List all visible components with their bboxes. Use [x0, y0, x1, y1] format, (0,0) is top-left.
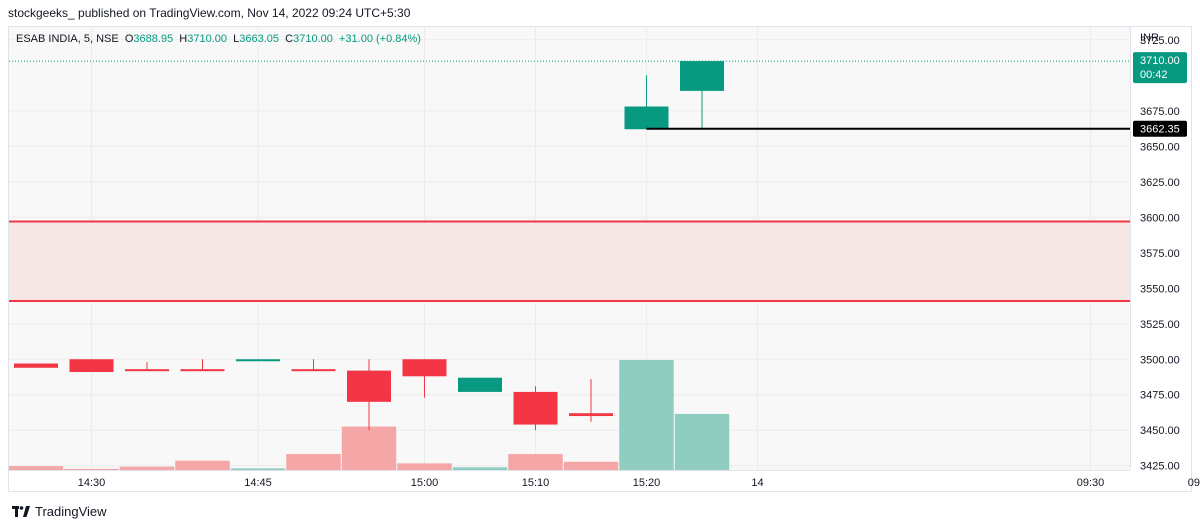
x-tick-label: 09:40 [1188, 477, 1200, 489]
volume-bar [397, 463, 452, 470]
y-tick-label: 3575.00 [1140, 248, 1180, 260]
candle-body [125, 369, 169, 372]
x-tick-label: 09:30 [1077, 477, 1105, 489]
y-tick-label: 3675.00 [1140, 106, 1180, 118]
y-tick-label: 3525.00 [1140, 319, 1180, 331]
candle-body [569, 413, 613, 417]
x-tick-label: 15:00 [411, 477, 439, 489]
candle-body [513, 391, 558, 425]
volume-bar [619, 360, 674, 470]
marker-price-tag [1133, 120, 1187, 137]
volume-bar [452, 467, 508, 470]
y-tick-label: 3600.00 [1140, 212, 1180, 224]
candle-body [180, 369, 225, 372]
legend-high-label: H [179, 33, 188, 45]
y-tick-label: 3475.00 [1140, 390, 1180, 402]
price-axis: 3425.00 3450.00 3475.00 3500.00 3525.00 3550.… [1140, 35, 1180, 473]
y-tick-label: 3450.00 [1140, 425, 1180, 437]
volume-bar [341, 426, 397, 470]
ohlc-legend: ESAB INDIA, 5, NSE O3688.95 H3710.00 L36… [16, 33, 421, 45]
volume-bar [563, 461, 619, 470]
y-tick-label: 3425.00 [1140, 461, 1180, 473]
zone-rectangle [9, 221, 1130, 302]
candle-body [69, 359, 114, 373]
plot-layer [9, 27, 1130, 470]
y-tick-label: 3725.00 [1140, 35, 1180, 47]
legend-symbol: ESAB INDIA, 5, NSE [16, 33, 119, 45]
currency-label: INR [1140, 32, 1159, 44]
candle-body [14, 363, 58, 368]
candle-body [458, 377, 502, 392]
volume-bar [9, 466, 64, 470]
x-tick-label: 15:20 [633, 477, 661, 489]
legend-close-value: 3710.00 [293, 33, 333, 45]
legend-low-value: 3663.05 [239, 33, 280, 45]
last-price-tag [1133, 52, 1187, 84]
x-tick-label: 14:30 [78, 477, 106, 489]
legend-high-value: 3710.00 [187, 33, 227, 45]
candle-body [680, 61, 724, 91]
volume-bar [674, 413, 730, 470]
y-tick-label: 3500.00 [1140, 354, 1180, 366]
x-tick-label: 14 [751, 477, 763, 489]
legend-open-label: O [124, 33, 134, 45]
volume-bar [508, 454, 563, 470]
publish-info: stockgeeks_ published on TradingView.com… [8, 6, 411, 20]
volume-bar [119, 466, 175, 470]
legend-close-label: C [285, 33, 294, 45]
volume-bar [175, 460, 230, 470]
tradingview-logo-icon [12, 506, 30, 517]
y-tick-label: 3550.00 [1140, 283, 1180, 295]
volume-bar [64, 468, 119, 470]
volume-bar [230, 468, 286, 470]
footer[interactable]: TradingView [12, 504, 107, 519]
candle-body [624, 106, 669, 130]
last-price-value: 3710.00 [1140, 55, 1180, 67]
candle-body [347, 370, 391, 402]
x-tick-label: 14:45 [244, 477, 272, 489]
candle-body [236, 359, 280, 362]
legend-low-label: L [233, 33, 240, 45]
candle-body [402, 359, 447, 377]
last-price-countdown: 00:42 [1140, 69, 1168, 81]
y-tick-label: 3650.00 [1140, 141, 1180, 153]
volume-bar [286, 454, 341, 470]
footer-brand: TradingView [35, 504, 107, 519]
x-tick-label: 15:10 [522, 477, 550, 489]
candle-body [291, 369, 336, 372]
y-tick-label: 3625.00 [1140, 177, 1180, 189]
marker-price-value: 3662.35 [1140, 124, 1180, 136]
legend-change: +31.00 (+0.84%) [338, 33, 421, 45]
legend-open-value: 3688.95 [133, 33, 174, 45]
